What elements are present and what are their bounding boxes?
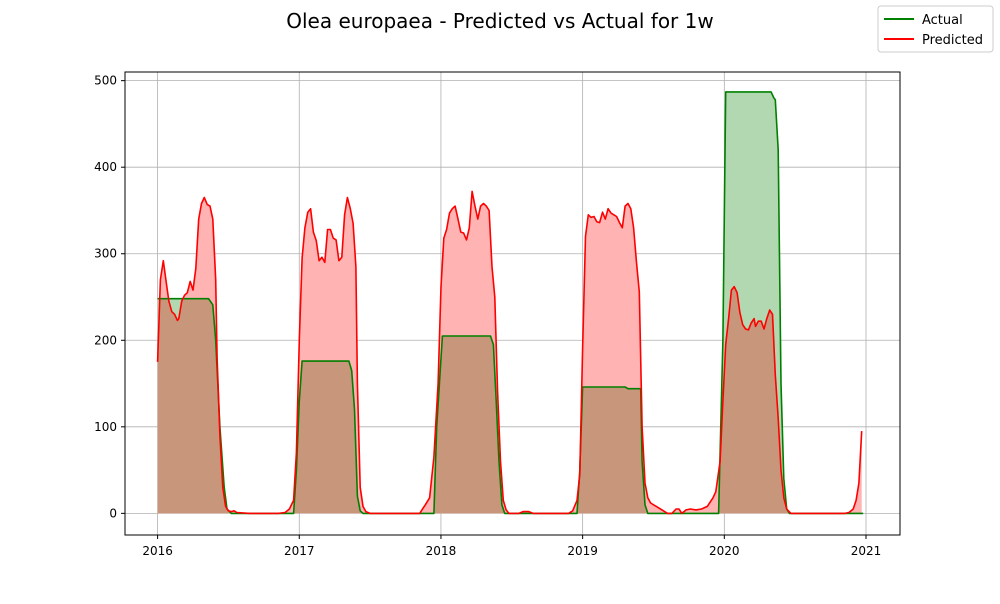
plot-frame	[124, 71, 901, 536]
x-tick-label: 2021	[851, 544, 882, 558]
predicted-line	[156, 190, 863, 515]
y-tick-label: 0	[109, 506, 117, 520]
y-tick-label: 100	[94, 420, 117, 434]
x-tick-label: 2019	[567, 544, 598, 558]
legend-actual-label: Actual	[922, 13, 963, 28]
x-tick-label: 2018	[426, 544, 457, 558]
x-tick-label: 2020	[709, 544, 740, 558]
legend-box	[877, 5, 994, 53]
legend: Actual Predicted	[877, 5, 994, 53]
overlap-area	[157, 191, 862, 514]
x-tick-label: 2016	[142, 544, 173, 558]
axis-ticks: 2016 2017 2018 2019 2020 2021 0 100 200 300 400 500	[94, 74, 881, 558]
y-tick-label: 300	[94, 247, 117, 261]
area-fills	[157, 91, 864, 514]
x-tick-label: 2017	[284, 544, 315, 558]
series-lines	[156, 91, 864, 515]
legend-predicted-label: Predicted	[922, 33, 983, 48]
y-tick-label: 400	[94, 160, 117, 174]
chart-title: Olea europaea - Predicted vs Actual for …	[286, 9, 713, 33]
y-tick-label: 200	[94, 333, 117, 347]
y-tick-label: 500	[94, 74, 117, 88]
